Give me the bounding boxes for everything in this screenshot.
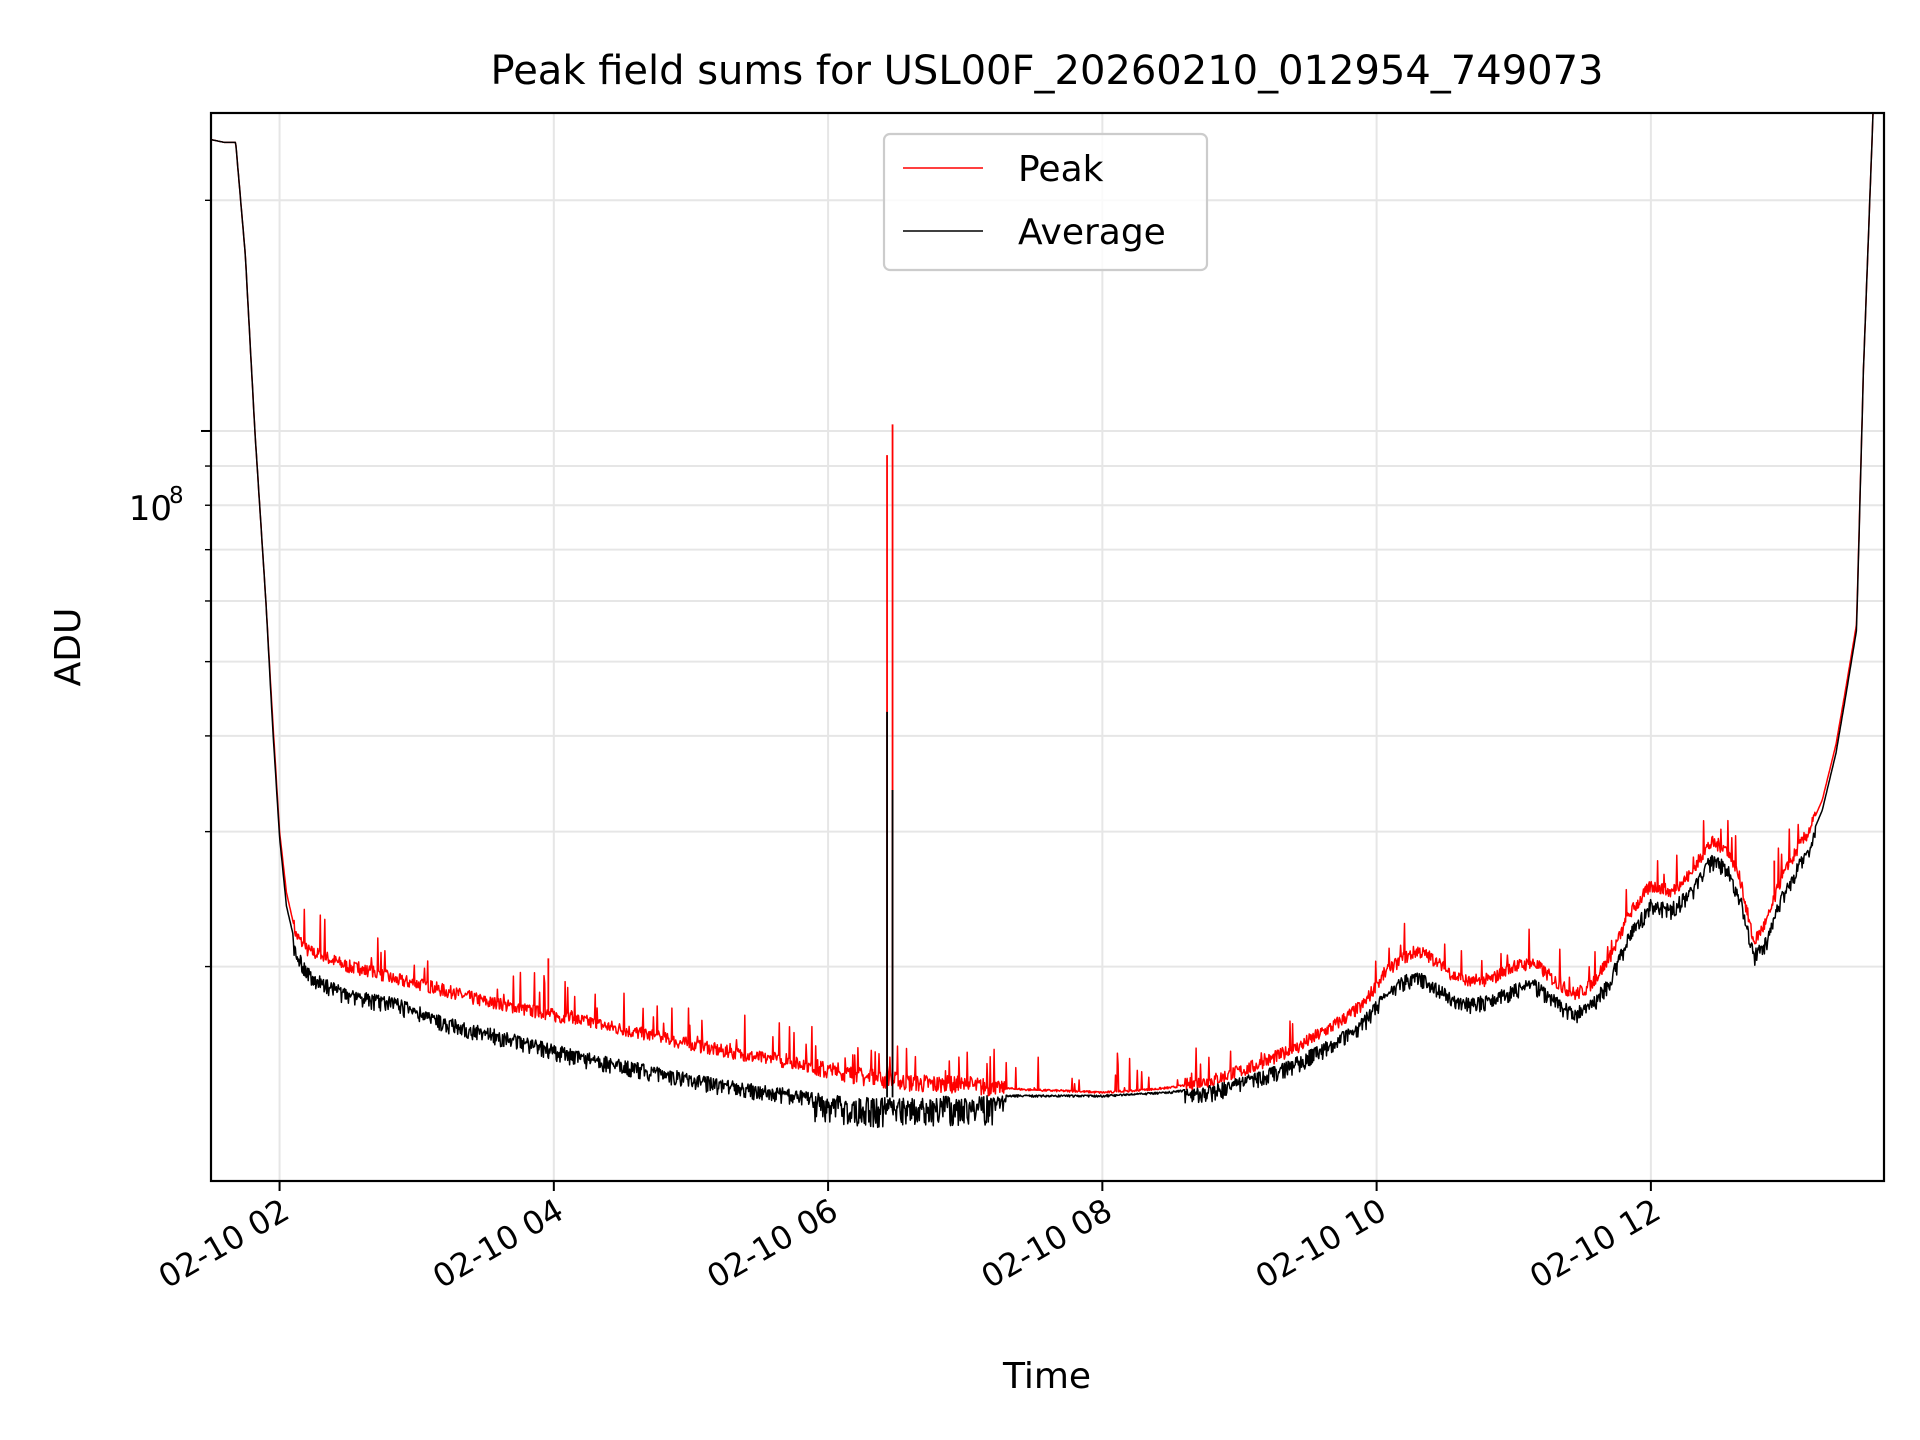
grid: [211, 113, 1884, 1181]
legend-label-peak: Peak: [1018, 149, 1104, 190]
svg-text:10: 10: [129, 489, 172, 529]
axes-frame: [209, 111, 1886, 1183]
series-line-peak: [211, 113, 1874, 1097]
y-major-tick-label: 10 8: [129, 483, 184, 529]
series-line-average: [211, 113, 1874, 1129]
y-axis-ticks: [201, 199, 211, 968]
y-tick-base: 10: [129, 489, 172, 529]
legend: Peak Average: [882, 132, 1209, 272]
y-tick-exponent: 8: [169, 483, 184, 509]
chart-title: Peak field sums for USL00F_20260210_0129…: [491, 48, 1604, 94]
x-axis-label: Time: [1002, 1356, 1091, 1397]
y-axis-label: ADU: [48, 608, 89, 687]
legend-label-average: Average: [1018, 212, 1166, 253]
plot-area: [211, 113, 1874, 1129]
